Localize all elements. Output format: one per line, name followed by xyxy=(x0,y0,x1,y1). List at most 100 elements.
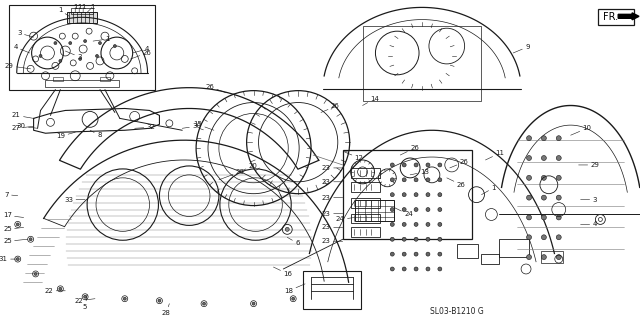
Bar xyxy=(351,168,380,178)
Circle shape xyxy=(541,215,547,220)
Circle shape xyxy=(252,302,255,305)
Text: 13: 13 xyxy=(410,169,429,175)
Text: 10: 10 xyxy=(571,125,591,135)
Text: 24: 24 xyxy=(394,208,413,218)
Circle shape xyxy=(402,208,406,211)
Text: 27: 27 xyxy=(12,125,34,131)
Circle shape xyxy=(527,255,531,260)
Text: 31: 31 xyxy=(0,256,16,262)
Text: 33: 33 xyxy=(64,197,85,203)
Circle shape xyxy=(414,237,418,241)
Bar xyxy=(351,213,380,223)
Bar xyxy=(598,9,634,25)
Circle shape xyxy=(556,136,561,141)
Text: 4: 4 xyxy=(132,46,149,53)
Text: 16: 16 xyxy=(273,267,292,277)
Bar xyxy=(541,251,563,263)
Text: 18: 18 xyxy=(284,284,305,294)
Text: 3: 3 xyxy=(65,51,82,60)
Bar xyxy=(303,271,360,308)
Text: 23: 23 xyxy=(322,224,343,230)
Bar xyxy=(9,5,156,90)
Circle shape xyxy=(556,215,561,220)
Text: 32: 32 xyxy=(134,124,156,130)
Circle shape xyxy=(438,193,442,197)
Bar xyxy=(499,239,529,257)
Circle shape xyxy=(124,297,126,300)
Text: 23: 23 xyxy=(322,211,343,217)
Text: 1: 1 xyxy=(81,4,85,12)
Circle shape xyxy=(34,272,37,275)
Circle shape xyxy=(527,195,531,200)
Circle shape xyxy=(541,235,547,240)
Circle shape xyxy=(527,235,531,240)
Circle shape xyxy=(390,208,394,211)
Circle shape xyxy=(595,214,605,224)
Circle shape xyxy=(438,178,442,182)
Text: SL03-B1210 G: SL03-B1210 G xyxy=(430,307,484,316)
Text: 3: 3 xyxy=(17,30,34,37)
Text: 26: 26 xyxy=(321,103,340,112)
Text: 19: 19 xyxy=(56,132,76,139)
Bar xyxy=(100,77,110,81)
Circle shape xyxy=(414,193,418,197)
Circle shape xyxy=(438,208,442,211)
Text: 23: 23 xyxy=(322,179,343,185)
Text: 9: 9 xyxy=(513,44,529,53)
Circle shape xyxy=(414,267,418,271)
Circle shape xyxy=(426,193,430,197)
Bar xyxy=(363,26,481,100)
Bar xyxy=(53,77,63,81)
Text: 24: 24 xyxy=(336,217,355,222)
Circle shape xyxy=(556,175,561,180)
Circle shape xyxy=(527,136,531,141)
Circle shape xyxy=(414,208,418,211)
Text: FR.: FR. xyxy=(604,12,618,22)
Text: 1: 1 xyxy=(93,36,109,42)
Text: 6: 6 xyxy=(287,237,300,246)
Circle shape xyxy=(158,299,161,302)
Text: 1: 1 xyxy=(77,4,81,12)
Text: 11: 11 xyxy=(485,150,504,160)
Circle shape xyxy=(285,227,289,231)
Circle shape xyxy=(39,55,42,57)
Text: 23: 23 xyxy=(322,238,343,244)
Bar xyxy=(71,8,93,14)
Circle shape xyxy=(426,252,430,256)
Text: 1: 1 xyxy=(481,185,496,195)
Circle shape xyxy=(426,178,430,182)
Circle shape xyxy=(438,237,442,241)
Text: 26: 26 xyxy=(447,178,465,188)
Text: 20: 20 xyxy=(239,163,257,172)
Circle shape xyxy=(556,156,561,160)
Text: 5: 5 xyxy=(83,295,87,310)
Text: 26: 26 xyxy=(400,145,419,155)
Text: 22: 22 xyxy=(74,298,95,304)
Circle shape xyxy=(556,235,561,240)
Text: 26: 26 xyxy=(450,159,468,168)
Text: 7: 7 xyxy=(4,192,18,198)
Bar xyxy=(343,150,472,239)
Text: 30: 30 xyxy=(182,123,201,129)
Text: 1: 1 xyxy=(87,4,94,12)
Circle shape xyxy=(390,193,394,197)
Circle shape xyxy=(414,222,418,226)
FancyArrow shape xyxy=(618,13,639,20)
Circle shape xyxy=(68,41,72,45)
Text: 22: 22 xyxy=(45,288,65,294)
Circle shape xyxy=(414,163,418,167)
Text: 1: 1 xyxy=(73,4,77,12)
Bar xyxy=(355,200,394,221)
Circle shape xyxy=(541,136,547,141)
Circle shape xyxy=(390,163,394,167)
Text: 17: 17 xyxy=(3,212,24,219)
Circle shape xyxy=(390,252,394,256)
Text: 29: 29 xyxy=(579,162,599,168)
Text: 21: 21 xyxy=(12,112,34,118)
Circle shape xyxy=(390,237,394,241)
Circle shape xyxy=(527,215,531,220)
Text: 3: 3 xyxy=(580,197,597,203)
Circle shape xyxy=(426,163,430,167)
Text: 23: 23 xyxy=(322,195,343,201)
Circle shape xyxy=(541,175,547,180)
